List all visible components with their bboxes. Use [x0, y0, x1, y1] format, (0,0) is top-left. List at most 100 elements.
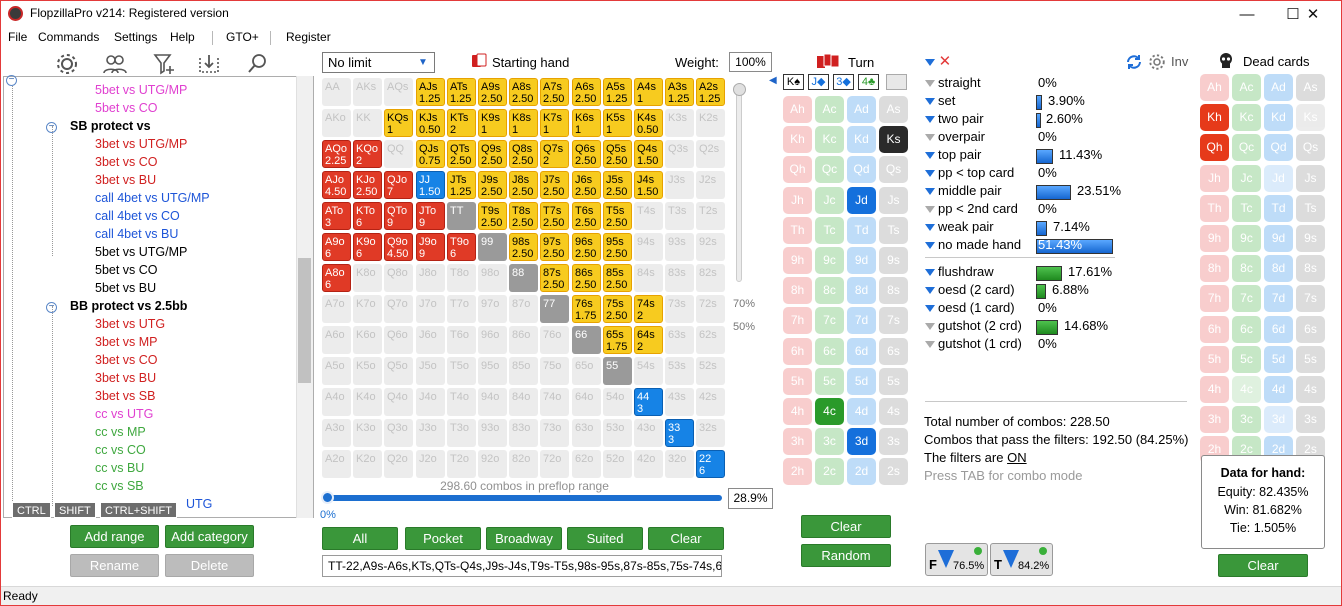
chevron-down-icon[interactable]: ▼ — [418, 57, 428, 68]
clear-filter-icon[interactable]: ✕ — [938, 53, 952, 70]
dead-card[interactable]: Kc — [1232, 104, 1261, 132]
hand-cell[interactable]: 66 — [572, 326, 601, 354]
tree-item[interactable]: 5bet vs BU — [95, 281, 157, 295]
stat-row[interactable]: two pair — [925, 111, 984, 129]
hand-cell[interactable]: 85o — [509, 357, 538, 385]
menu-help[interactable]: Help — [170, 30, 195, 44]
hand-cell[interactable]: 86s 2.50 — [572, 264, 601, 292]
hand-cell[interactable]: 99 — [478, 233, 507, 261]
board-left-arrow-icon[interactable]: ◀ — [769, 75, 777, 86]
hand-cell[interactable]: A7s 2.50 — [540, 78, 569, 106]
hand-cell[interactable]: Q7o — [384, 295, 413, 323]
dead-card[interactable]: 9c — [1232, 225, 1261, 252]
hand-cell[interactable]: T8o — [447, 264, 476, 292]
dead-card[interactable]: 8d — [1264, 255, 1293, 283]
hand-cell[interactable]: 86o — [509, 326, 538, 354]
dead-card[interactable]: 6s — [1296, 315, 1325, 343]
board-card[interactable]: Td — [847, 216, 876, 244]
dead-card[interactable]: Kd — [1264, 104, 1293, 132]
hand-cell[interactable]: K2s — [696, 109, 725, 137]
hand-cell[interactable]: JTo 9 — [416, 202, 445, 230]
dead-card[interactable]: Ac — [1232, 74, 1261, 101]
board-card[interactable]: 6d — [847, 337, 876, 365]
hand-cell[interactable]: 62o — [572, 450, 601, 478]
hand-cell[interactable]: 43o — [634, 419, 663, 447]
hand-cell[interactable]: AQo 2.25 — [322, 140, 351, 168]
tree-item[interactable]: cc vs BU — [95, 461, 145, 475]
tree-item[interactable]: BB protect vs 2.5bb — [70, 299, 188, 313]
hand-cell[interactable]: T2s — [696, 202, 725, 230]
dead-card[interactable]: Ah — [1200, 74, 1229, 101]
dead-card[interactable]: 4d — [1264, 376, 1293, 403]
tree-scroll-thumb[interactable] — [298, 258, 311, 383]
stat-row[interactable]: no made hand — [925, 237, 1021, 255]
board-card[interactable]: Js — [879, 186, 908, 214]
board-card[interactable]: 9d — [847, 247, 876, 274]
tree-item[interactable]: call 4bet vs CO — [95, 209, 180, 223]
board-card[interactable]: Kh — [783, 126, 812, 154]
hand-cell[interactable]: J3o — [416, 419, 445, 447]
hand-cell[interactable]: KJo 2.50 — [353, 171, 382, 199]
board-card[interactable]: 5s — [879, 367, 908, 395]
board-card[interactable]: Qd — [847, 156, 876, 184]
board-card[interactable]: Ac — [815, 96, 844, 123]
hand-cell[interactable]: 95s 2.50 — [603, 233, 632, 261]
dead-card[interactable]: Kh — [1200, 104, 1229, 132]
tree-item[interactable]: 3bet vs SB — [95, 389, 156, 403]
board-card[interactable]: 9c — [815, 247, 844, 274]
dead-card[interactable]: 3h — [1200, 406, 1229, 434]
hand-cell[interactable]: K7o — [353, 295, 382, 323]
hand-cell[interactable]: J4s 1.50 — [634, 171, 663, 199]
hand-cell[interactable]: 83s — [665, 264, 694, 292]
hand-cell[interactable]: K4s 0.50 — [634, 109, 663, 137]
tree-item[interactable]: SB protect vs — [70, 119, 151, 133]
hand-cell[interactable]: T9s 2.50 — [478, 202, 507, 230]
dead-card[interactable]: 9s — [1296, 225, 1325, 252]
menu-register[interactable]: Register — [286, 30, 331, 44]
inv-label[interactable]: Inv — [1171, 54, 1189, 69]
hand-cell[interactable]: KTo 6 — [353, 202, 382, 230]
hand-cell[interactable]: A9o 6 — [322, 233, 351, 261]
hand-cell[interactable]: 75o — [540, 357, 569, 385]
hand-cell[interactable]: A6s 2.50 — [572, 78, 601, 106]
filter-icon[interactable] — [925, 188, 935, 196]
hand-cell[interactable]: 85s 2.50 — [603, 264, 632, 292]
dead-card[interactable]: 9h — [1200, 225, 1229, 252]
hand-cell[interactable]: K3o — [353, 419, 382, 447]
rename-button[interactable]: Rename — [70, 554, 159, 577]
board-card[interactable]: 3s — [879, 428, 908, 456]
collapse-icon[interactable]: − — [46, 122, 57, 133]
board-card[interactable]: 7d — [847, 307, 876, 335]
hand-cell[interactable]: A5o — [322, 357, 351, 385]
hand-cell[interactable]: 97s 2.50 — [540, 233, 569, 261]
filter-icon[interactable] — [925, 269, 935, 277]
dead-card[interactable]: Js — [1296, 164, 1325, 192]
game-type-select[interactable]: No limit — [322, 52, 435, 73]
board-card-4[interactable]: 4♣ — [858, 74, 879, 90]
hand-cell[interactable]: Q5o — [384, 357, 413, 385]
hand-cell[interactable]: J2s — [696, 171, 725, 199]
hand-cell[interactable]: T7o — [447, 295, 476, 323]
tree-item[interactable]: cc vs SB — [95, 479, 144, 493]
hand-cell[interactable]: T7s 2.50 — [540, 202, 569, 230]
hand-cell[interactable]: 74o — [540, 388, 569, 416]
weight-slider[interactable] — [736, 85, 742, 282]
settings-gear-icon[interactable] — [1148, 53, 1166, 71]
hand-cell[interactable]: A8s 2.50 — [509, 78, 538, 106]
board-card[interactable]: Tc — [815, 216, 844, 244]
hand-cell[interactable]: J7o — [416, 295, 445, 323]
tree-item[interactable]: 3bet vs MP — [95, 335, 158, 349]
stat-row[interactable]: flushdraw — [925, 264, 994, 282]
hand-cell[interactable]: 98s 2.50 — [509, 233, 538, 261]
hand-cell[interactable]: 94s — [634, 233, 663, 261]
hand-cell[interactable]: K3s — [665, 109, 694, 137]
hand-cell[interactable]: 82o — [509, 450, 538, 478]
hand-cell[interactable]: QQ — [384, 140, 413, 168]
hand-cell[interactable]: QTo 9 — [384, 202, 413, 230]
random-button[interactable]: Random — [801, 544, 891, 567]
dead-card[interactable]: 5c — [1232, 345, 1261, 373]
stat-row[interactable]: set — [925, 93, 955, 111]
hand-cell[interactable]: K9o 6 — [353, 233, 382, 261]
tree-item[interactable]: 5bet vs UTG/MP — [95, 245, 188, 259]
weight-input[interactable]: 100% — [729, 52, 772, 72]
